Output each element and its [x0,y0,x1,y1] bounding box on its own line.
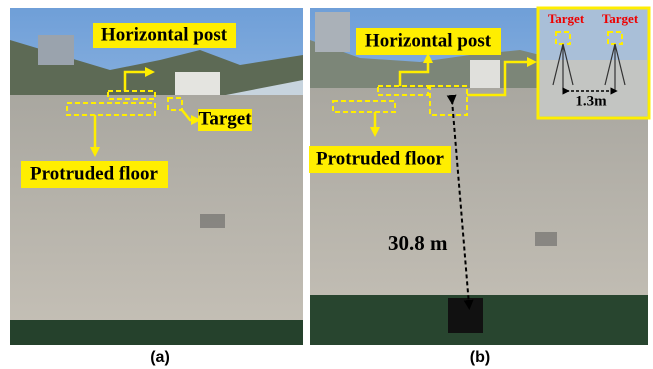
label: Target [198,108,252,129]
caption: (a) [150,349,170,366]
distance-label: 30.8 m [388,231,448,255]
inset-label: Target [602,11,639,26]
inset: Target Target 1.3m [538,8,649,118]
label: Protruded floor [316,148,444,169]
label: Protruded floor [30,163,158,184]
caption: (b) [470,349,490,366]
label: Horizontal post [101,24,228,45]
inset-label: Target [548,11,585,26]
label: Horizontal post [365,30,492,51]
figure: Horizontal post Protruded floor Target H… [0,0,653,369]
inset-label: 1.3m [575,93,607,109]
